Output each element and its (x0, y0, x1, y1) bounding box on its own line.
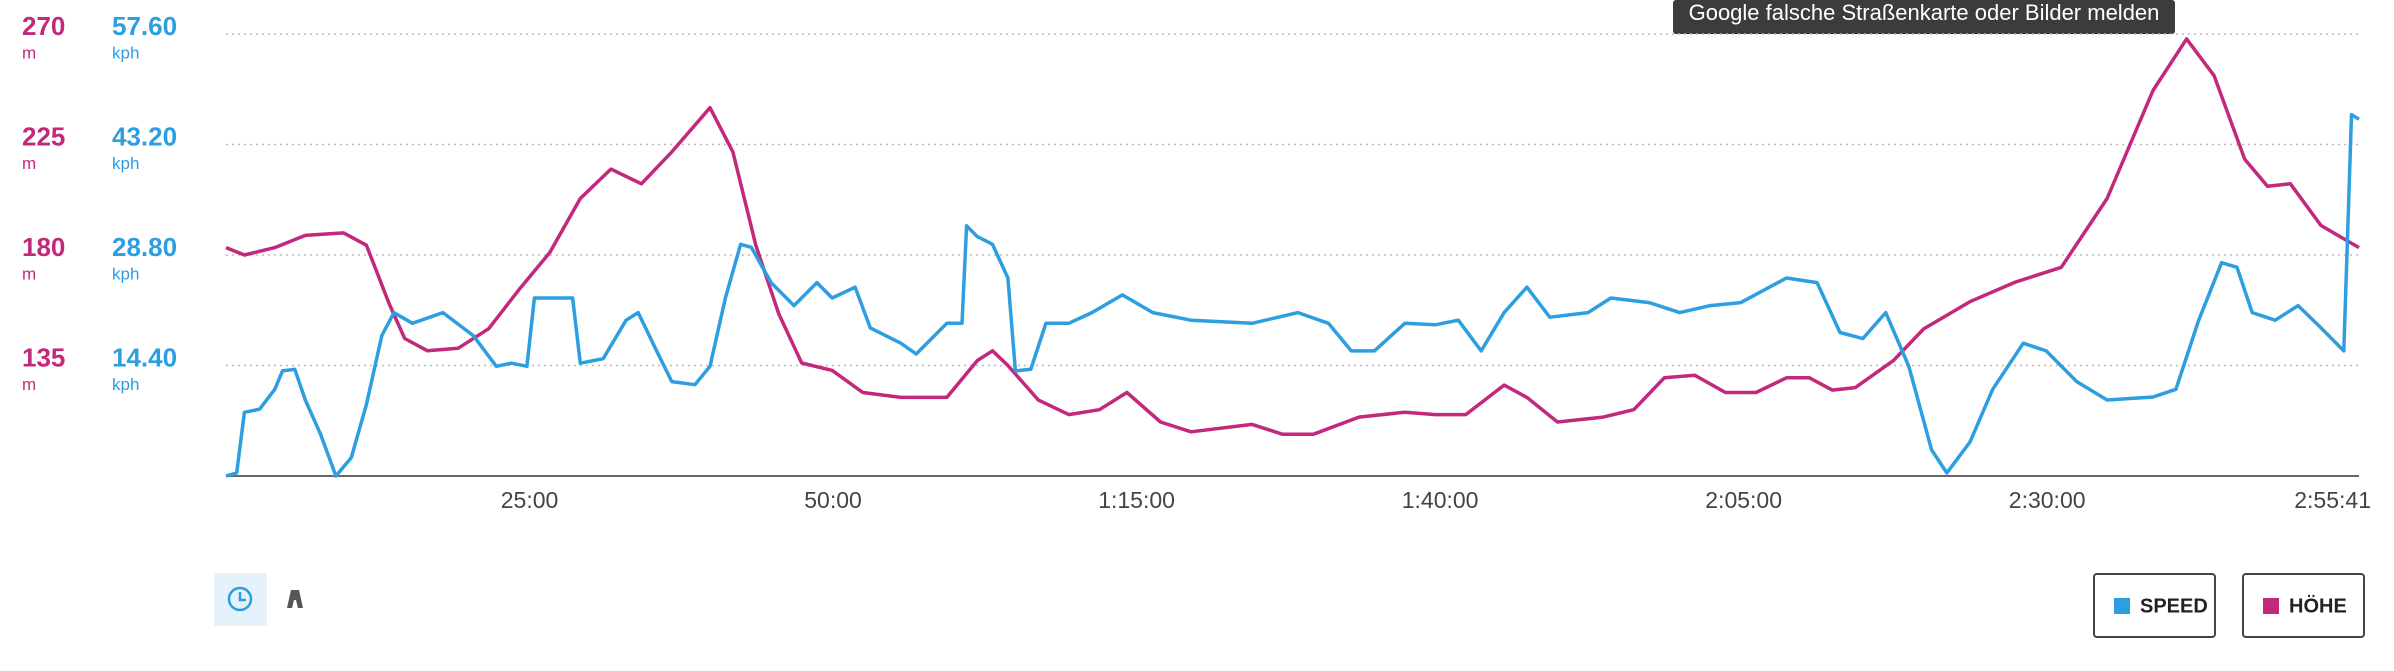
legend-item[interactable]: SPEED (2093, 573, 2216, 638)
map-tooltip: Google falsche Straßenkarte oder Bilder … (1689, 0, 2160, 25)
y-tick-label: 135 (22, 342, 65, 372)
y-unit: m (22, 264, 36, 283)
legend-button (2093, 573, 2216, 638)
legend-swatch (2263, 598, 2279, 614)
legend-label: SPEED (2140, 595, 2208, 617)
y-unit: m (22, 375, 36, 394)
x-tick-label: 1:40:00 (1402, 487, 1479, 513)
series-line (225, 37, 2360, 437)
x-tick-label: 2:55:41 (2294, 487, 2371, 513)
y2-tick-label: 43.20 (112, 121, 177, 151)
y-tick-label: 180 (22, 232, 65, 262)
y-tick-label: 270 (22, 11, 65, 41)
series-line (225, 112, 2360, 478)
y2-unit: kph (112, 154, 139, 173)
x-tick-label: 2:30:00 (2009, 487, 2086, 513)
y2-tick-label: 28.80 (112, 232, 177, 262)
legend-item[interactable]: HÖHE (2242, 573, 2365, 638)
legend-label: HÖHE (2289, 594, 2347, 617)
x-tick-label: 25:00 (501, 487, 559, 513)
x-tick-label: 1:15:00 (1098, 487, 1175, 513)
distance-toggle[interactable] (287, 590, 303, 608)
y2-unit: kph (112, 264, 139, 283)
y-unit: m (22, 43, 36, 62)
x-tick-label: 50:00 (804, 487, 862, 513)
y-unit: m (22, 154, 36, 173)
y2-unit: kph (112, 375, 139, 394)
y2-tick-label: 57.60 (112, 11, 177, 41)
y2-unit: kph (112, 43, 139, 62)
y-tick-label: 225 (22, 121, 65, 151)
legend-button (2242, 573, 2365, 638)
clock-icon (227, 586, 253, 612)
x-tick-label: 2:05:00 (1705, 487, 1782, 513)
map-tooltip-box (1673, 0, 2175, 34)
legend-swatch (2114, 598, 2130, 614)
y2-tick-label: 14.40 (112, 342, 177, 372)
clock-hand (238, 592, 246, 602)
